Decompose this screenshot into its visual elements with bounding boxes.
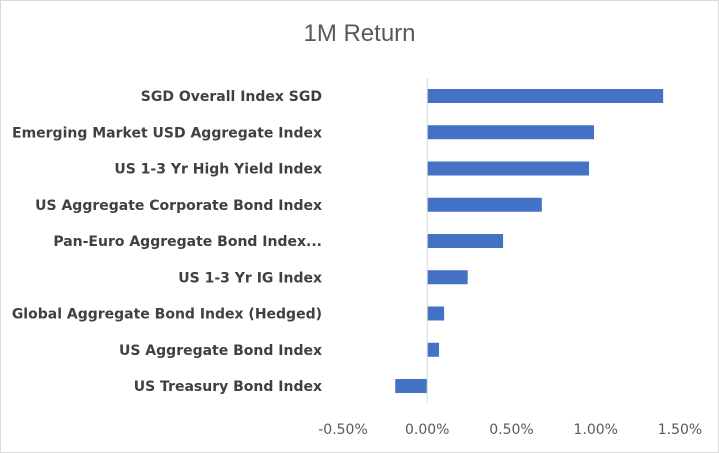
bar-5 (427, 270, 468, 285)
category-label-4: Pan-Euro Aggregate Bond Index... (53, 234, 322, 250)
bar-2 (427, 161, 590, 176)
category-label-2: US 1-3 Yr High Yield Index (114, 162, 322, 178)
x-tick-labels: -0.50% 0.00% 0.50% 1.00% 1.50% (318, 422, 702, 438)
bars-layer (395, 89, 664, 393)
chart-title: 1M Return (303, 20, 416, 47)
category-label-8: US Treasury Bond Index (134, 379, 322, 395)
bar-4 (427, 234, 504, 248)
x-tick-label-2: 0.50% (489, 422, 533, 438)
category-labels: SGD Overall Index SGD Emerging Market USD… (12, 89, 322, 395)
category-label-0: SGD Overall Index SGD (141, 89, 322, 105)
bar-3 (427, 197, 542, 212)
x-tick-label-4: 1.50% (658, 422, 702, 438)
category-label-1: Emerging Market USD Aggregate Index (12, 125, 322, 141)
category-label-6: Global Aggregate Bond Index (Hedged) (12, 307, 322, 323)
bar-8 (395, 379, 428, 393)
x-tick-label-0: -0.50% (318, 422, 368, 438)
bar-7 (427, 342, 440, 357)
category-label-3: US Aggregate Corporate Bond Index (35, 198, 322, 214)
category-label-7: US Aggregate Bond Index (119, 343, 322, 359)
bar-6 (427, 306, 445, 321)
bar-1 (427, 125, 595, 140)
x-tick-label-1: 0.00% (405, 422, 449, 438)
bar-0 (427, 89, 664, 103)
category-label-5: US 1-3 Yr IG Index (178, 270, 322, 286)
x-tick-label-3: 1.00% (574, 422, 618, 438)
